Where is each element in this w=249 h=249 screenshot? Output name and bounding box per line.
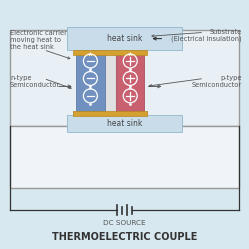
Bar (73, 50, 147, 55)
Bar (67, 27, 182, 50)
Text: DC SOURCE: DC SOURCE (103, 220, 146, 226)
Text: Substrate
(Electrical insulation): Substrate (Electrical insulation) (171, 29, 242, 42)
Text: THERMOELECTRIC COUPLE: THERMOELECTRIC COUPLE (52, 232, 197, 242)
Bar (67, 115, 182, 132)
Bar (73, 111, 147, 116)
Text: p-type
Semiconductor: p-type Semiconductor (191, 75, 242, 88)
Bar (105, 50, 116, 111)
Text: Electronic carrier
moving heat to
the heat sink: Electronic carrier moving heat to the he… (10, 30, 67, 50)
Bar (76, 50, 105, 111)
Bar (116, 50, 144, 111)
Text: heat sink: heat sink (107, 34, 142, 43)
Bar (10, 30, 239, 126)
Text: n-type
Semiconductor: n-type Semiconductor (10, 75, 60, 88)
Text: heat sink: heat sink (107, 119, 142, 128)
Bar (10, 126, 239, 188)
